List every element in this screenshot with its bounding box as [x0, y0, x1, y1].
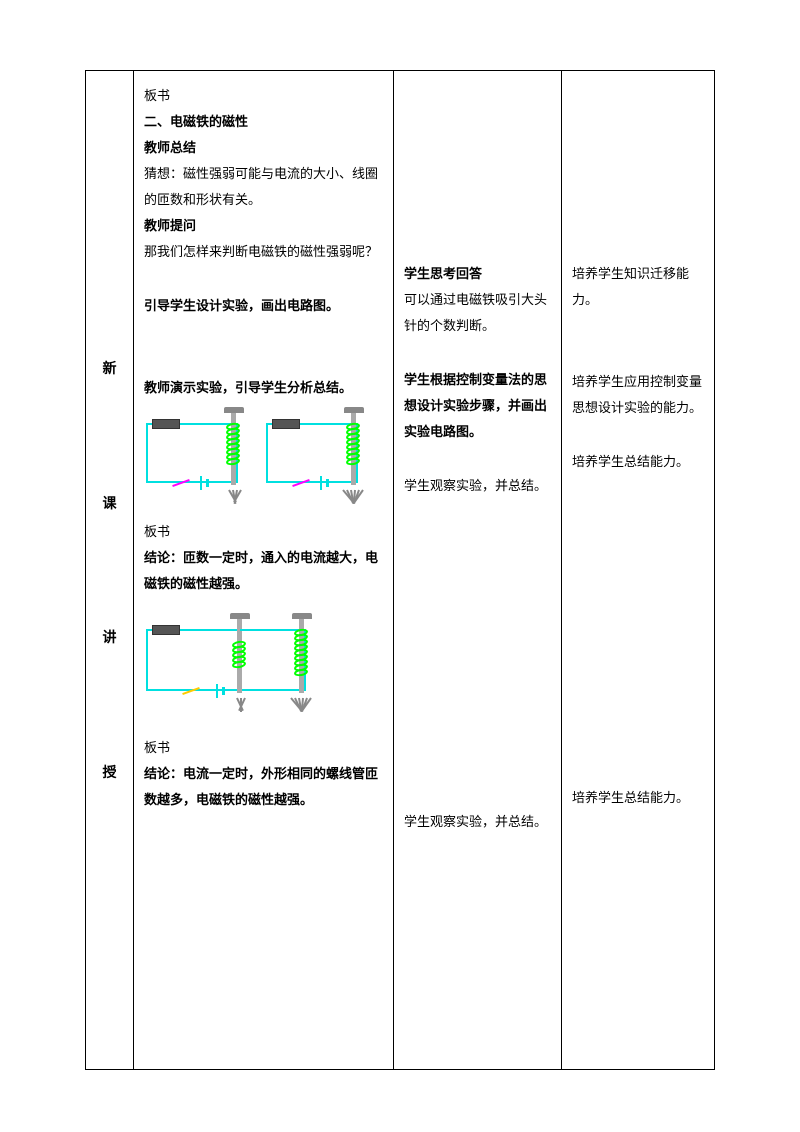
- section-char: 授: [103, 762, 117, 782]
- board-writing-label: 板书: [144, 735, 383, 761]
- question-text: 那我们怎样来判断电磁铁的磁性强弱呢？: [144, 239, 383, 265]
- circuit-diagram-2: [144, 611, 324, 731]
- teaching-goal-column: 培养学生知识迁移能力。 培养学生应用控制变量思想设计实验的能力。 培养学生总结能…: [562, 71, 714, 1069]
- conclusion-text: 结论：匝数一定时，通入的电流越大，电磁铁的磁性越强。: [144, 545, 383, 597]
- circuit-diagram-1: [144, 405, 384, 515]
- student-observe-text: 学生观察实验，并总结。: [404, 473, 551, 499]
- section-label-column: 新 课 讲 授: [86, 71, 134, 1069]
- section-char: 讲: [103, 627, 117, 647]
- section-title: 二、电磁铁的磁性: [144, 109, 383, 135]
- student-observe-text: 学生观察实验，并总结。: [404, 809, 551, 835]
- lesson-plan-table: 新 课 讲 授 板书 二、电磁铁的磁性 教师总结 猜想：磁性强弱可能与电流的大小…: [85, 70, 715, 1070]
- section-char: 新: [103, 358, 117, 378]
- goal-text: 培养学生知识迁移能力。: [572, 261, 704, 313]
- hypothesis-text: 猜想：磁性强弱可能与电流的大小、线圈的匝数和形状有关。: [144, 161, 383, 213]
- goal-text: 培养学生总结能力。: [572, 449, 704, 475]
- teacher-demo-text: 教师演示实验，引导学生分析总结。: [144, 375, 383, 401]
- teacher-question-label: 教师提问: [144, 213, 383, 239]
- board-writing-label: 板书: [144, 519, 383, 545]
- student-think-label: 学生思考回答: [404, 261, 551, 287]
- goal-text: 培养学生总结能力。: [572, 785, 704, 811]
- student-answer-text: 可以通过电磁铁吸引大头针的个数判断。: [404, 287, 551, 339]
- student-design-text: 学生根据控制变量法的思想设计实验步骤，并画出实验电路图。: [404, 367, 551, 445]
- student-activity-column: 学生思考回答 可以通过电磁铁吸引大头针的个数判断。 学生根据控制变量法的思想设计…: [394, 71, 562, 1069]
- guide-design-text: 引导学生设计实验，画出电路图。: [144, 293, 383, 319]
- teacher-summary-label: 教师总结: [144, 135, 383, 161]
- teacher-activity-column: 板书 二、电磁铁的磁性 教师总结 猜想：磁性强弱可能与电流的大小、线圈的匝数和形…: [134, 71, 394, 1069]
- goal-text: 培养学生应用控制变量思想设计实验的能力。: [572, 369, 704, 421]
- board-writing-label: 板书: [144, 83, 383, 109]
- conclusion-text: 结论：电流一定时，外形相同的螺线管匝数越多，电磁铁的磁性越强。: [144, 761, 383, 813]
- section-char: 课: [103, 493, 117, 513]
